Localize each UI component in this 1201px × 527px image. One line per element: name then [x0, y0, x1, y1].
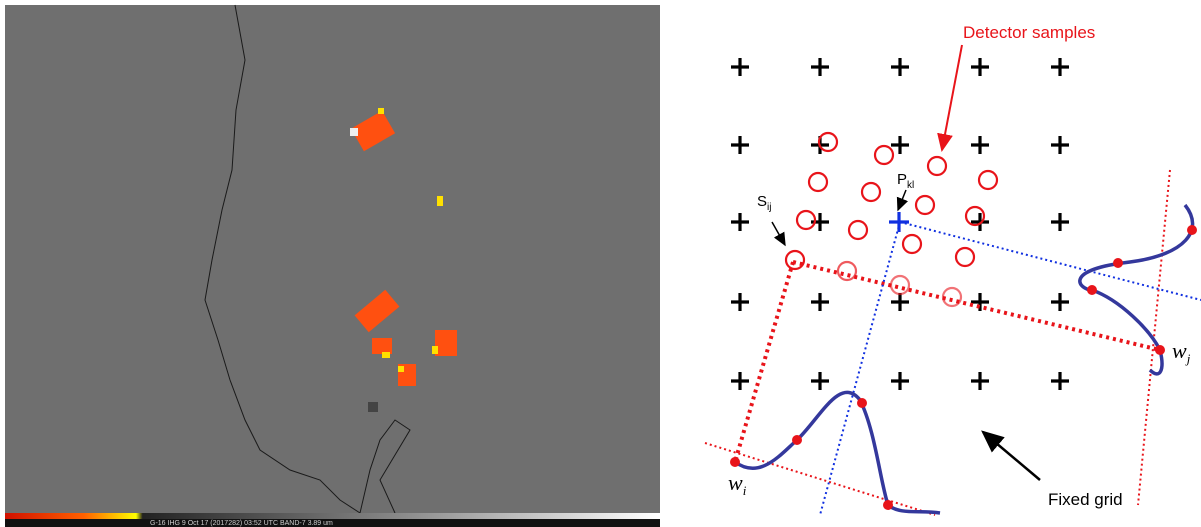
arrows: [771, 44, 1041, 481]
label-sub: j: [1185, 351, 1191, 366]
diagram: Detector samples Pkl Sij wj wi Fixed gri…: [704, 23, 1201, 516]
fixed-grid-points: [731, 58, 1069, 390]
image-caption: G-16 IHG 9 Oct 17 (2017282) 03:52 UTC BA…: [150, 520, 333, 527]
label-sub: ij: [767, 202, 771, 213]
fixed-grid-label: Fixed grid: [1048, 490, 1123, 509]
weight-i-label: wi: [728, 470, 747, 498]
label-sub: i: [743, 483, 747, 498]
projection-lines: [704, 169, 1201, 516]
detector-label: Detector samples: [963, 23, 1095, 42]
weight-curves: [730, 203, 1197, 515]
detector-sample-circles: [784, 131, 999, 308]
weight-j-label: wj: [1172, 338, 1191, 366]
grid-point-label: Pkl: [897, 171, 914, 191]
fire-pixels: [350, 108, 457, 412]
sample-label: Sij: [757, 193, 771, 213]
label-main: S: [757, 193, 767, 210]
label-main: w: [1172, 338, 1187, 363]
satellite-image: G-16 IHG 9 Oct 17 (2017282) 03:52 UTC BA…: [5, 4, 660, 527]
label-sub: kl: [907, 180, 914, 191]
label-main: w: [728, 470, 743, 495]
label-main: P: [897, 171, 907, 188]
